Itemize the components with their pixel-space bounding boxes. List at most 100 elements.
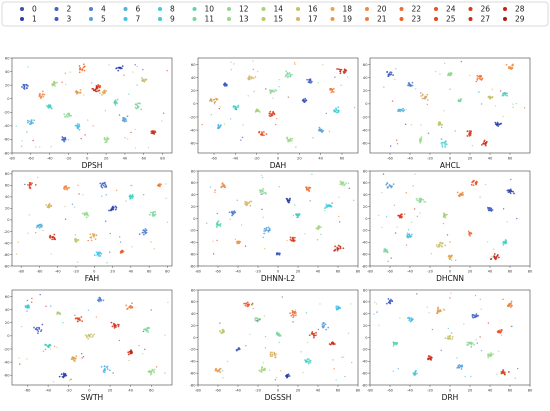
scatter-point [57,312,60,314]
scatter-point [26,119,29,122]
scatter-point [441,145,444,148]
legend-entry-25: 25 [434,15,456,24]
scatter-point [278,186,281,188]
scatter-point [76,261,79,263]
legend: 0123456789101112131415161718192021222324… [1,1,549,27]
x-tick-label: -20 [73,270,80,274]
scatter-point [65,186,67,189]
scatter-point [118,114,121,116]
legend-marker [192,7,197,11]
scatter-point [262,236,264,239]
scatter-point [383,248,386,251]
legend-entry-26: 26 [468,5,490,14]
scatter-point [42,350,45,353]
scatter-point [123,74,125,76]
legend-marker [399,7,404,11]
x-tick-label: 60 [336,270,341,274]
scatter-point [106,136,108,139]
scatter-point [74,233,77,236]
scatter-point [381,192,383,194]
scatter-point [26,358,28,360]
scatter-point [412,185,414,187]
x-tick-label: 80 [165,270,170,274]
scatter-point [422,198,425,201]
cluster-group [15,63,168,149]
scatter-point [102,370,105,373]
scatter-point [252,60,254,62]
scatter-point [87,334,90,337]
scatter-point [479,298,481,301]
scatter-point [47,106,49,108]
scatter-point [431,328,434,331]
scatter-point [132,196,134,198]
scatter-point [286,73,289,76]
scatter-point [32,122,34,124]
scatter-point [65,115,67,118]
cluster-group [201,60,356,148]
x-tick-label: 60 [147,270,152,274]
scatter-point [150,241,152,243]
scatter-point [102,184,105,187]
scatter-point [37,225,40,228]
scatter-point [460,97,463,100]
scatter-point [102,91,105,94]
scatter-point [261,366,264,369]
y-tick-label: 20 [191,324,196,328]
scatter-point [506,189,509,192]
y-tick-label: -60 [362,252,369,256]
scatter-point [24,183,26,186]
scatter-point [256,318,259,320]
scatter-point [441,242,444,245]
scatter-point [93,333,96,336]
scatter-point [436,312,438,315]
scatter-point [45,204,48,206]
scatter-point [285,136,288,139]
scatter-point [222,331,225,334]
scatter-point [469,341,471,344]
scatter-point [489,96,492,99]
scatter-point [106,368,109,370]
scatter-point [229,118,232,120]
scatter-point [228,211,231,214]
scatter-point [449,257,452,259]
scatter-point [101,94,103,96]
panel-dpsh: -80 -60 -40 -20 0 20 40 60 80 -80 -60 -40 -20 0 20 40 60… [4,56,173,170]
scatter-point [506,94,508,97]
scatter-point [410,235,413,238]
scatter-point [315,331,317,334]
scatter-point [263,232,266,235]
legend-marker [399,17,404,21]
scatter-point [443,309,446,311]
scatter-point [265,192,267,195]
x-tick-label: -60 [387,389,394,393]
scatter-point [428,357,431,360]
scatter-point [342,247,345,250]
panel-caption: DRH [442,393,459,402]
scatter-point [464,375,466,378]
scatter-point [73,206,76,208]
scatter-point [236,242,239,245]
scatter-point [148,371,150,373]
scatter-point [292,310,295,313]
y-tick-label: -60 [4,253,11,257]
cluster-group [18,293,169,383]
scatter-point [165,197,167,200]
scatter-point [477,75,480,78]
x-tick-label: 40 [488,270,493,274]
scatter-point [65,83,67,86]
scatter-point [113,205,115,207]
scatter-point [347,182,350,184]
scatter-point [309,361,312,364]
scatter-point [476,77,479,80]
scatter-point [408,319,411,322]
scatter-point [42,95,45,98]
scatter-point [81,357,83,359]
scatter-point [267,226,270,229]
scatter-point [35,327,38,330]
plot-frame [11,57,173,154]
scatter-point [327,326,330,329]
scatter-point [94,238,97,241]
scatter-point [502,94,505,97]
scatter-point [512,103,514,105]
